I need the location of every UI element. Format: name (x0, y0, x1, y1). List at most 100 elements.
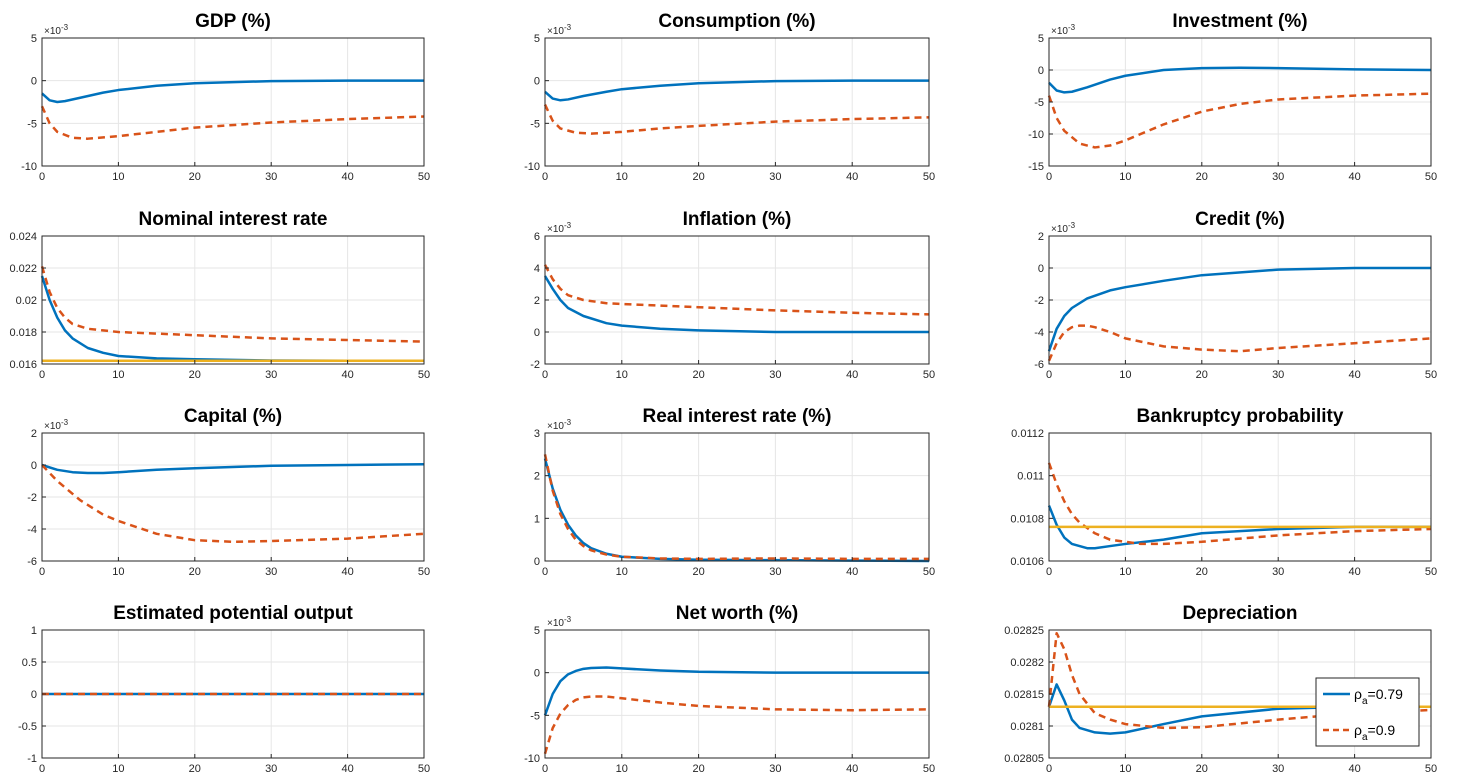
panel-12-xtick-label-1: 10 (1119, 763, 1131, 775)
panel-2-xtick-label-5: 50 (923, 171, 935, 183)
panel-4-ytick-label-2: 0.02 (16, 295, 37, 307)
panel-5-xtick-label-0: 0 (542, 369, 548, 381)
legend-label-1-sub: a (1362, 696, 1368, 707)
panel-5-xtick-label-2: 20 (692, 369, 704, 381)
panel-4: 0 10 20 30 40 50 0.016 0.018 0.02 0.022 0.024 Nomin… (9, 209, 430, 381)
panel-4-title: Nominal interest rate (139, 209, 328, 230)
panel-8-ytick-label-2: 2 (534, 471, 540, 483)
panel-3-xtick-label-2: 20 (1196, 171, 1208, 183)
panel-11-ytick-label-0: -10 (524, 753, 540, 765)
panel-5-series-2 (543, 264, 930, 316)
panel-9-ytick-label-0: 0.0106 (1010, 556, 1044, 568)
panel-6-xtick-label-5: 50 (1425, 369, 1437, 381)
panel-5-ytick-label-1: 0 (534, 327, 540, 339)
panel-5-series-1 (543, 275, 929, 334)
panel-5-xtick-label-1: 10 (616, 369, 628, 381)
panel-11-xtick-label-4: 40 (846, 763, 858, 775)
legend-label-2-symbol: ρ (1354, 722, 1362, 738)
panel-7-ytick-label-4: 2 (31, 428, 37, 440)
panel-8-xtick-label-4: 40 (846, 566, 858, 578)
panel-10-ytick-label-0: -1 (27, 753, 37, 765)
panel-1-xtick-label-5: 50 (418, 171, 430, 183)
panel-7-series-2 (41, 464, 425, 544)
panel-3-xtick-label-5: 50 (1425, 171, 1437, 183)
panel-12-series-1 (1047, 683, 1431, 735)
panel-8-xtick-label-3: 30 (769, 566, 781, 578)
panel-12-xtick-label-4: 40 (1348, 763, 1360, 775)
panel-3-xtick-label-1: 10 (1119, 171, 1131, 183)
panel-2-ytick-label-3: 5 (534, 33, 540, 45)
legend-label-1-value: =0.79 (1368, 686, 1404, 702)
panel-9-plot-area (1049, 433, 1431, 561)
panel-4-series-2 (40, 266, 425, 343)
panel-6-xtick-label-4: 40 (1348, 369, 1360, 381)
panel-8-ytick-label-0: 0 (534, 556, 540, 568)
panel-10-ytick-label-4: 1 (31, 625, 37, 637)
panel-8-title: Real interest rate (%) (642, 406, 831, 427)
panel-8-series-2 (543, 454, 929, 561)
panel-11: 0 10 20 30 40 50 -10 -5 0 5 ×10-3 Net worth (%) (524, 603, 935, 775)
panel-1-xtick-label-0: 0 (39, 171, 45, 183)
panel-4-xtick-label-5: 50 (418, 369, 430, 381)
panel-7-ytick-label-1: -4 (27, 524, 37, 536)
panel-7-xtick-label-3: 30 (265, 566, 277, 578)
panel-12-xtick-label-2: 20 (1196, 763, 1208, 775)
panel-1-ytick-label-0: -10 (21, 161, 37, 173)
panel-9-xtick-label-3: 30 (1272, 566, 1284, 578)
legend-label-1-symbol: ρ (1354, 686, 1362, 702)
panel-4-xtick-label-4: 40 (341, 369, 353, 381)
panel-2-ytick-label-0: -10 (524, 161, 540, 173)
panel-5-ytick-label-3: 4 (534, 263, 540, 275)
legend-label-2-sub: a (1362, 732, 1368, 743)
legend-label-2: ρa=0.9 (1354, 722, 1395, 743)
panel-11-plot-area (545, 630, 929, 758)
panel-5-ytick-label-4: 6 (534, 231, 540, 243)
panel-2-series-1 (544, 79, 929, 102)
panel-4-xtick-label-1: 10 (112, 369, 124, 381)
panel-6-xtick-label-2: 20 (1196, 369, 1208, 381)
panel-6-xtick-label-1: 10 (1119, 369, 1131, 381)
panel-4-xtick-label-0: 0 (39, 369, 45, 381)
panel-12-xtick-label-5: 50 (1425, 763, 1437, 775)
panel-4-ytick-label-1: 0.018 (9, 327, 37, 339)
panel-6-ytick-label-1: -4 (1034, 327, 1044, 339)
panel-11-ytick-label-1: -5 (530, 710, 540, 722)
panel-3-ytick-label-4: 5 (1038, 33, 1044, 45)
panel-11-series-1 (543, 666, 929, 716)
panel-10-ytick-label-1: -0.5 (18, 721, 37, 733)
panel-11-xtick-label-3: 30 (769, 763, 781, 775)
panel-3-xtick-label-3: 30 (1272, 171, 1284, 183)
panel-2-xtick-label-2: 20 (692, 171, 704, 183)
panel-6-ytick-label-3: 0 (1038, 263, 1044, 275)
panel-10-ytick-label-3: 0.5 (22, 657, 37, 669)
panel-8-axes-frame (544, 432, 930, 562)
panel-8-multiplier: ×10-3 (547, 418, 572, 432)
panel-12-xtick-label-0: 0 (1046, 763, 1052, 775)
panel-6-ytick-label-4: 2 (1038, 231, 1044, 243)
legend-label-2-value: =0.9 (1368, 722, 1396, 738)
panel-3-ytick-label-2: -5 (1034, 97, 1044, 109)
panel-12-xtick-label-3: 30 (1272, 763, 1284, 775)
panel-10-xtick-label-0: 0 (39, 763, 45, 775)
panel-8-xtick-label-2: 20 (692, 566, 704, 578)
panel-5-title: Inflation (%) (683, 209, 792, 230)
legend-label-1: ρa=0.79 (1354, 686, 1403, 707)
panel-9-axes-frame (1048, 432, 1432, 562)
panels-layer: 0 10 20 30 40 50-10-505×10-3 GDP (%)0 10 20 30 40 5… (9, 11, 1437, 775)
panel-1-ytick-label-1: -5 (27, 118, 37, 130)
panel-1-xtick-label-3: 30 (265, 171, 277, 183)
panel-1-title: GDP (%) (195, 11, 271, 32)
panel-11-xtick-label-1: 10 (616, 763, 628, 775)
panel-3-series-1 (1048, 66, 1432, 94)
panel-6-xtick-label-3: 30 (1272, 369, 1284, 381)
panel-9-ytick-label-3: 0.0112 (1011, 428, 1044, 440)
panel-7: 0 10 20 30 40 50 -6 -4 -2 0 2 ×10-3 Capital (%) (27, 406, 430, 578)
panel-7-ytick-label-0: -6 (27, 556, 37, 568)
panel-2-xtick-label-0: 0 (542, 171, 548, 183)
panel-6-ytick-label-2: -2 (1034, 295, 1044, 307)
panel-5-ytick-label-2: 2 (534, 295, 540, 307)
panel-10-xtick-label-5: 50 (418, 763, 430, 775)
panel-10: 0 10 20 30 40 50 -1 -0.5 0 0.5 1 Estimated potentia… (18, 603, 430, 775)
panel-11-series-2 (543, 695, 930, 755)
